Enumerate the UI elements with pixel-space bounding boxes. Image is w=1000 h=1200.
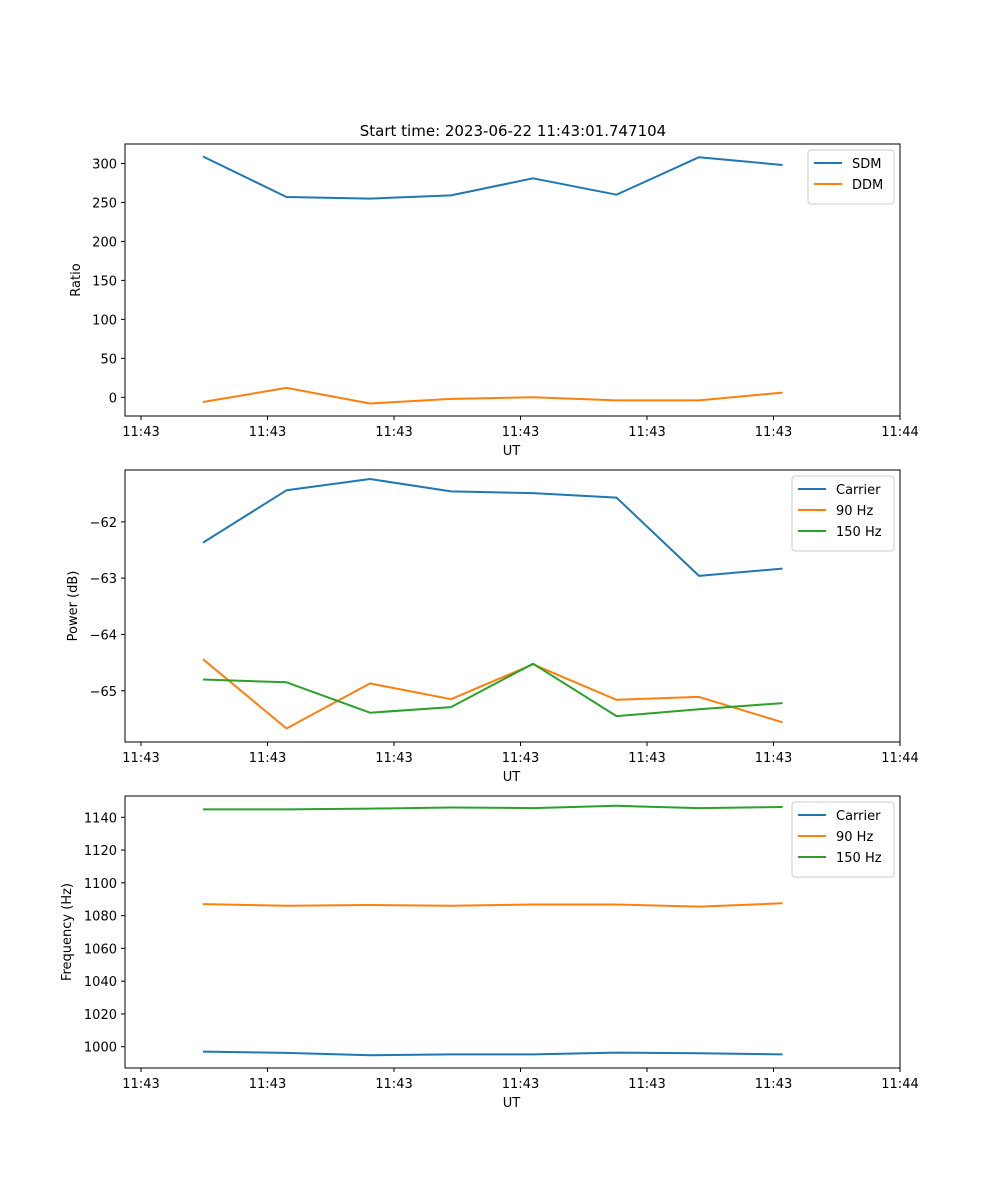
y-tick-label: 1100	[84, 877, 117, 892]
legend: SDM DDM	[807, 149, 895, 205]
legend-label: 150 Hz	[836, 525, 882, 540]
series-line-carrier	[202, 1050, 783, 1057]
y-tick-label: −65	[90, 685, 117, 700]
y-tick-label: −62	[90, 516, 117, 531]
x-axis-label: UT	[503, 444, 521, 459]
legend-label: SDM	[852, 157, 881, 172]
legend: Carrier 90 Hz 150 Hz	[791, 475, 895, 552]
y-tick-label: 250	[92, 196, 117, 211]
legend-box	[791, 801, 895, 878]
series-line-90-hz	[202, 658, 783, 730]
x-tick-label: 11:43	[122, 1077, 159, 1092]
y-tick-label: −64	[90, 628, 117, 643]
x-tick-label: 11:43	[375, 1077, 412, 1092]
legend-label: 90 Hz	[836, 504, 873, 519]
x-tick-label: 11:43	[755, 1077, 792, 1092]
series-line-sdm	[202, 155, 783, 200]
plot-frame	[124, 795, 901, 1069]
y-axis-label: Frequency (Hz)	[60, 883, 75, 981]
y-axis-label: Power (dB)	[66, 571, 81, 642]
y-tick-label: 50	[100, 352, 117, 367]
figure-title: Start time: 2023-06-22 11:43:01.747104	[360, 122, 666, 140]
y-tick-label: 1040	[84, 975, 117, 990]
y-tick-label: 1120	[84, 844, 117, 859]
x-tick-label: 11:44	[881, 751, 918, 766]
y-tick-label: 1080	[84, 910, 117, 925]
y-tick-label: −63	[90, 572, 117, 587]
y-tick-label: 1000	[84, 1041, 117, 1056]
y-tick-label: 150	[92, 274, 117, 289]
legend-label: 150 Hz	[836, 851, 882, 866]
legend-label: Carrier	[836, 483, 881, 498]
legend-label: Carrier	[836, 809, 881, 824]
series-line-carrier	[202, 478, 783, 577]
x-tick-label: 11:43	[502, 425, 539, 440]
y-tick-label: 0	[109, 391, 117, 406]
x-tick-label: 11:43	[502, 751, 539, 766]
y-tick-label: 1140	[84, 811, 117, 826]
x-tick-label: 11:43	[249, 751, 286, 766]
chart-panel-1: 11:43 11:43 11:43 11:43 11:43 11:43 11:44 UT 0 50…	[69, 143, 919, 459]
panels: 11:43 11:43 11:43 11:43 11:43 11:43 11:44 UT 0 50…	[60, 143, 919, 1111]
x-axis-label: UT	[503, 1096, 521, 1111]
x-tick-label: 11:44	[881, 425, 918, 440]
x-tick-label: 11:43	[249, 425, 286, 440]
legend-label: DDM	[852, 178, 883, 193]
y-tick-label: 300	[92, 157, 117, 172]
x-tick-label: 11:43	[755, 751, 792, 766]
chart-panel-2: 11:43 11:43 11:43 11:43 11:43 11:43 11:44 UT −62…	[66, 469, 919, 785]
series-line-150-hz	[203, 804, 783, 811]
legend-box	[791, 475, 895, 552]
legend: Carrier 90 Hz 150 Hz	[791, 801, 895, 878]
y-tick-label: 1020	[84, 1008, 117, 1023]
x-tick-label: 11:43	[628, 425, 665, 440]
legend-label: 90 Hz	[836, 830, 873, 845]
y-tick-label: 100	[92, 313, 117, 328]
x-axis-label: UT	[503, 770, 521, 785]
y-axis-label: Ratio	[69, 263, 84, 296]
x-tick-label: 11:43	[628, 1077, 665, 1092]
x-tick-label: 11:43	[375, 751, 412, 766]
x-tick-label: 11:44	[881, 1077, 918, 1092]
series-line-150-hz	[202, 662, 783, 718]
x-tick-label: 11:43	[122, 751, 159, 766]
y-tick-label: 1060	[84, 942, 117, 957]
x-tick-label: 11:43	[502, 1077, 539, 1092]
x-tick-label: 11:43	[122, 425, 159, 440]
plot-frame	[124, 469, 901, 743]
y-tick-label: 200	[92, 235, 117, 250]
x-tick-label: 11:43	[755, 425, 792, 440]
x-tick-label: 11:43	[375, 425, 412, 440]
chart-panel-3: 11:43 11:43 11:43 11:43 11:43 11:43 11:44 UT 100…	[60, 795, 919, 1111]
x-tick-label: 11:43	[249, 1077, 286, 1092]
x-tick-label: 11:43	[628, 751, 665, 766]
series-line-90-hz	[202, 902, 783, 908]
series-line-ddm	[202, 386, 783, 405]
